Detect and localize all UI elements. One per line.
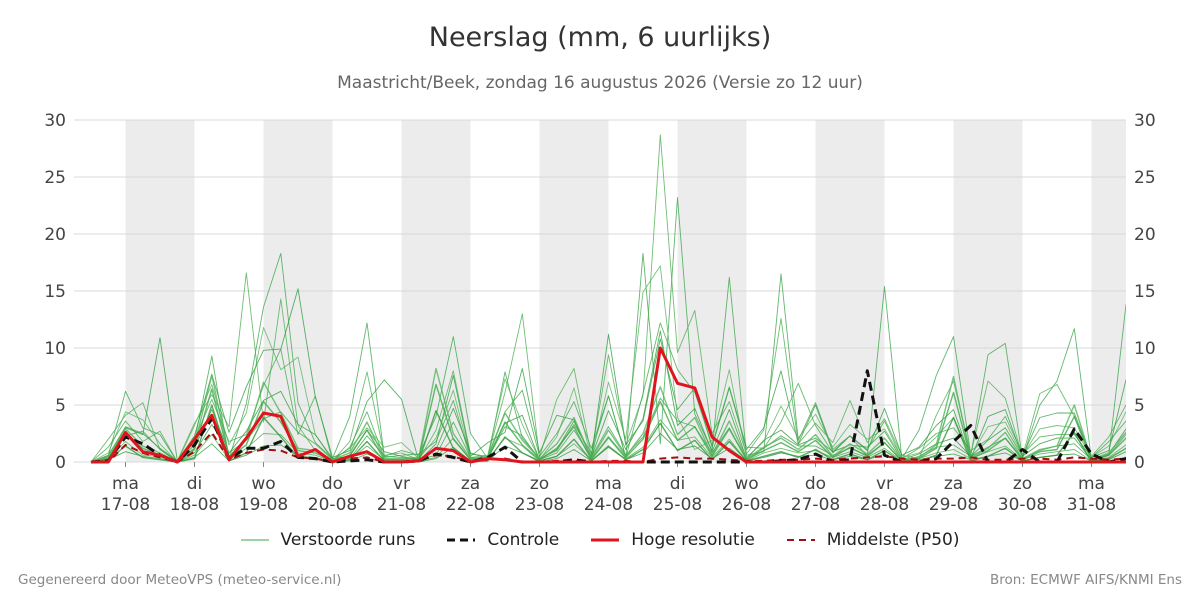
member-line-12: [90, 404, 1126, 463]
chart-legend: Verstoorde runs Controle Hoge resolutie …: [0, 530, 1200, 550]
y-tick-left-25: 25: [44, 168, 66, 188]
y-tick-right-25: 25: [1134, 168, 1156, 188]
y-tick-left-0: 0: [55, 453, 66, 473]
series-line-middelste-p50-: [91, 431, 1126, 463]
member-line-10: [90, 367, 1126, 463]
x-tick-day-30-08: zo: [1013, 474, 1032, 494]
legend-label-control: Controle: [487, 530, 560, 550]
y-tick-left-5: 5: [55, 396, 66, 416]
y-tick-left-15: 15: [44, 282, 66, 302]
chart-title: Neerslag (mm, 6 uurlijks): [428, 22, 772, 53]
x-tick-day-22-08: za: [461, 474, 480, 494]
x-tick-day-18-08: di: [187, 474, 203, 494]
x-tick-date-26-08: 26-08: [722, 495, 771, 515]
x-tick-day-17-08: ma: [112, 474, 139, 494]
x-tick-date-27-08: 27-08: [791, 495, 840, 515]
y-tick-right-20: 20: [1134, 225, 1156, 245]
x-tick-day-25-08: di: [670, 474, 686, 494]
legend-label-median: Middelste (P50): [826, 530, 960, 550]
legend-item-control[interactable]: Controle: [447, 530, 559, 550]
x-tick-day-19-08: wo: [251, 474, 275, 494]
x-tick-date-24-08: 24-08: [584, 495, 633, 515]
x-tick-date-22-08: 22-08: [446, 495, 495, 515]
x-tick-day-26-08: wo: [734, 474, 758, 494]
y-tick-left-10: 10: [44, 339, 66, 359]
member-line-5: [90, 322, 1126, 463]
x-tick-date-21-08: 21-08: [377, 495, 426, 515]
legend-label-members: Verstoorde runs: [280, 530, 416, 550]
legend-swatch-control: [447, 538, 476, 542]
legend-item-median[interactable]: Middelste (P50): [786, 530, 960, 550]
x-tick-day-24-08: ma: [595, 474, 622, 494]
y-tick-left-20: 20: [44, 225, 66, 245]
y-tick-right-10: 10: [1134, 339, 1156, 359]
x-tick-date-18-08: 18-08: [170, 495, 219, 515]
x-tick-day-21-08: vr: [393, 474, 410, 494]
series-line-hoge-resolutie: [91, 346, 1126, 464]
y-tick-left-30: 30: [44, 111, 66, 131]
y-tick-right-5: 5: [1134, 396, 1145, 416]
member-line-9: [90, 433, 1126, 463]
x-tick-date-20-08: 20-08: [308, 495, 357, 515]
legend-swatch-median: [786, 539, 815, 541]
x-tick-date-23-08: 23-08: [515, 495, 564, 515]
member-line-2: [90, 134, 1126, 463]
footer-source: Bron: ECMWF AIFS/KNMI Ens: [989, 572, 1182, 588]
y-tick-right-15: 15: [1134, 282, 1156, 302]
legend-label-highres: Hoge resolutie: [631, 530, 755, 550]
legend-item-highres[interactable]: Hoge resolutie: [591, 530, 755, 550]
footer-generated-by: Gegenereerd door MeteoVPS (meteo-service…: [18, 572, 342, 588]
x-tick-date-25-08: 25-08: [653, 495, 702, 515]
member-line-11: [90, 383, 1126, 463]
x-tick-day-27-08: do: [805, 474, 826, 494]
x-tick-date-30-08: 30-08: [998, 495, 1047, 515]
x-tick-date-17-08: 17-08: [101, 495, 150, 515]
y-tick-right-30: 30: [1134, 111, 1156, 131]
x-tick-day-23-08: zo: [530, 474, 549, 494]
y-tick-right-0: 0: [1134, 453, 1145, 473]
x-tick-day-31-08: ma: [1078, 474, 1105, 494]
member-line-1: [90, 197, 1126, 463]
x-tick-date-31-08: 31-08: [1067, 495, 1116, 515]
chart-subtitle: Maastricht/Beek, zondag 16 augustus 2026…: [337, 73, 863, 93]
x-tick-date-28-08: 28-08: [860, 495, 909, 515]
legend-swatch-highres: [591, 538, 620, 542]
member-line-8: [90, 419, 1126, 463]
x-tick-date-29-08: 29-08: [929, 495, 978, 515]
x-tick-date-19-08: 19-08: [239, 495, 288, 515]
x-tick-day-20-08: do: [322, 474, 343, 494]
x-tick-day-28-08: vr: [876, 474, 893, 494]
x-tick-day-29-08: za: [944, 474, 963, 494]
legend-item-members[interactable]: Verstoorde runs: [240, 530, 416, 550]
member-line-4: [90, 265, 1126, 463]
member-line-6: [90, 330, 1126, 463]
legend-swatch-members: [240, 539, 269, 541]
